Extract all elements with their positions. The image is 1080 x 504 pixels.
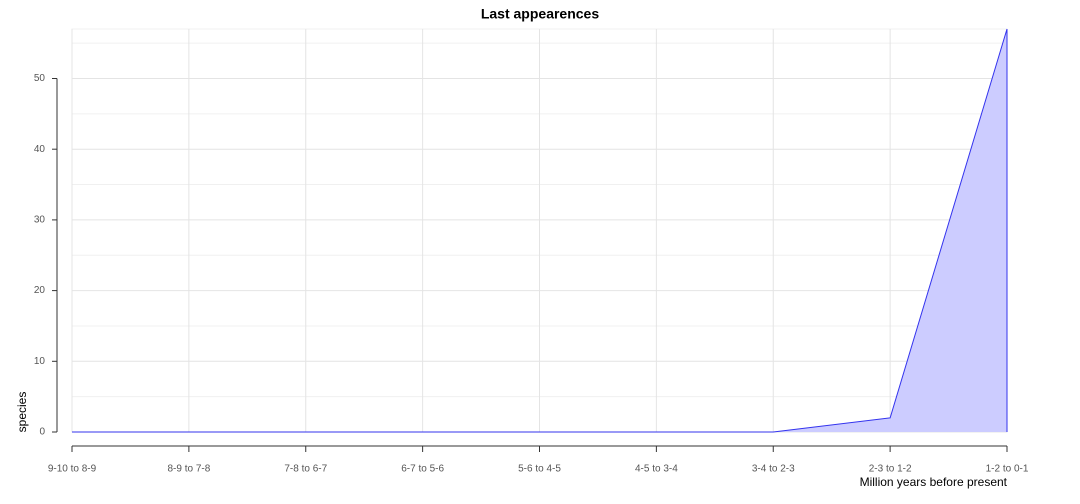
y-axis-title: species bbox=[15, 392, 29, 433]
x-tick-label: 2-3 to 1-2 bbox=[869, 464, 912, 475]
x-axis-title: Million years before present bbox=[860, 475, 1008, 489]
x-tick-label: 7-8 to 6-7 bbox=[284, 464, 327, 475]
line bbox=[72, 28, 1008, 433]
y-tick-label: 40 bbox=[34, 144, 46, 155]
x-tick-label: 6-7 to 5-6 bbox=[401, 464, 444, 475]
x-tick-label: 3-4 to 2-3 bbox=[752, 464, 795, 475]
y-tick-label: 0 bbox=[39, 427, 45, 438]
x-tick-label: 8-9 to 7-8 bbox=[167, 464, 210, 475]
x-tick-label: 4-5 to 3-4 bbox=[635, 464, 678, 475]
y-tick-label: 50 bbox=[34, 73, 46, 84]
x-tick-label: 1-2 to 0-1 bbox=[986, 464, 1029, 475]
y-tick-label: 10 bbox=[34, 356, 46, 367]
x-tick-label: 9-10 to 8-9 bbox=[48, 464, 97, 475]
y-tick-label: 20 bbox=[34, 285, 46, 296]
x-tick-label: 5-6 to 4-5 bbox=[518, 464, 561, 475]
y-tick-label: 30 bbox=[34, 215, 46, 226]
area bbox=[72, 29, 1007, 432]
chart-title: Last appearences bbox=[481, 6, 599, 22]
